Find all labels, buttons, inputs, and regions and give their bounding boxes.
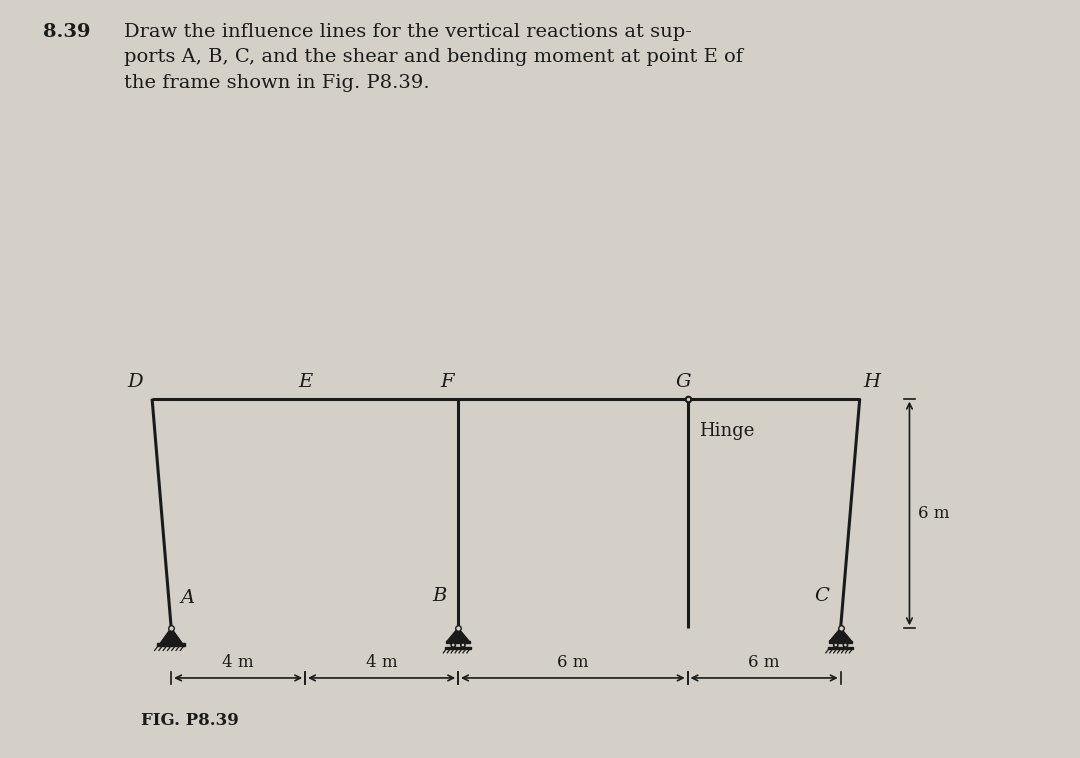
Text: 6 m: 6 m [748,654,780,671]
Polygon shape [447,628,469,641]
Circle shape [451,643,456,647]
Circle shape [461,643,465,647]
Polygon shape [827,647,853,649]
Text: Draw the influence lines for the vertical reactions at sup-
ports A, B, C, and t: Draw the influence lines for the vertica… [124,23,743,92]
Polygon shape [161,628,181,644]
Text: G: G [676,373,691,391]
Polygon shape [828,641,852,643]
Polygon shape [158,644,185,646]
Circle shape [834,643,838,647]
Text: C: C [814,587,829,605]
Text: A: A [180,589,194,607]
Polygon shape [829,628,851,641]
Text: E: E [298,373,312,391]
Polygon shape [446,641,470,643]
Text: B: B [432,587,447,605]
Text: 6 m: 6 m [918,505,949,522]
Text: FIG. P8.39: FIG. P8.39 [140,713,239,729]
Text: 6 m: 6 m [557,654,589,671]
Text: F: F [441,373,455,391]
Text: 4 m: 4 m [222,654,254,671]
Text: 8.39: 8.39 [43,23,91,41]
Text: Hinge: Hinge [699,421,755,440]
Text: 4 m: 4 m [366,654,397,671]
Text: H: H [864,373,880,391]
Text: D: D [127,373,143,391]
Polygon shape [445,647,471,649]
Circle shape [843,643,848,647]
